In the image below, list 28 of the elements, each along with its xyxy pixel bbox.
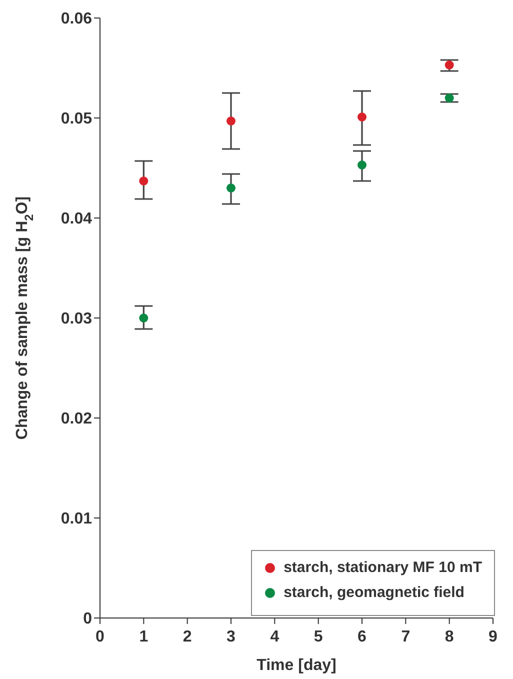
point: [226, 184, 236, 192]
y-tick-label: 0: [83, 610, 92, 628]
x-tick-label: 6: [358, 628, 367, 646]
x-axis-title: Time [day]: [256, 657, 336, 674]
point: [226, 116, 236, 126]
point: [358, 160, 366, 170]
x-tick-label: 4: [270, 628, 280, 646]
x-tick-label: 3: [226, 628, 236, 646]
x-tick-label: 8: [444, 628, 454, 646]
legend-label: starch, stationary MF 10 mT: [284, 559, 482, 576]
y-tick-label: 0.02: [60, 410, 92, 428]
x-tick-label: 1: [139, 628, 148, 646]
y-tick-label: 0.04: [60, 210, 92, 228]
point: [139, 176, 148, 186]
y-tick-label: 0.05: [60, 110, 92, 128]
legend-label: starch, geomagnetic field: [284, 584, 464, 601]
x-tick-label: 5: [314, 628, 323, 646]
y-tick-label: 0.06: [60, 10, 92, 28]
x-tick-label: 0: [96, 628, 105, 646]
x-tick-label: 7: [401, 628, 410, 646]
y-tick-label: 0.03: [60, 310, 92, 328]
point: [139, 314, 148, 322]
y-tick-label: 0.01: [60, 510, 92, 528]
point: [358, 112, 366, 122]
point: [444, 60, 454, 70]
x-tick-label: 9: [488, 628, 498, 646]
x-tick-label: 2: [182, 628, 192, 646]
point: [444, 94, 454, 102]
